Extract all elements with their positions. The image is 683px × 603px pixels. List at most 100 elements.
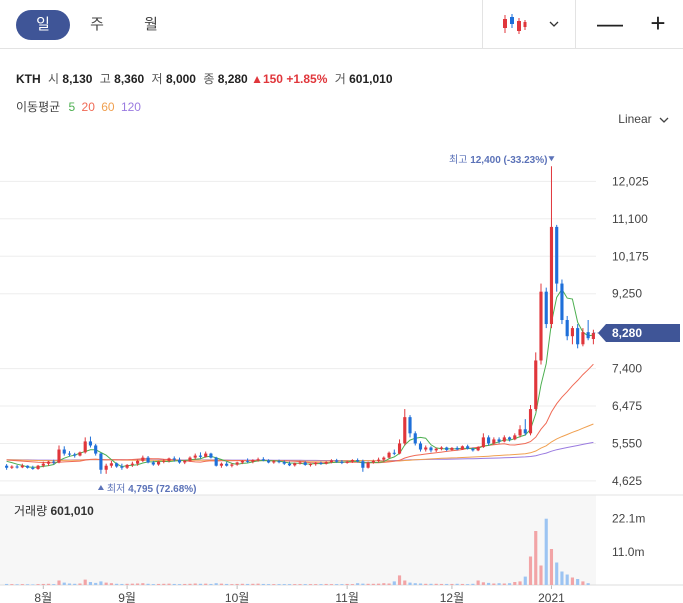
candle-body [382,457,386,460]
volume-bar [246,583,250,585]
volume-bar [251,583,255,585]
volume-bar [277,584,281,585]
candle-body [445,447,449,450]
candlestick-icon [503,14,527,34]
candle-body [356,460,360,462]
candle-body [167,458,171,461]
candle-body [240,460,244,463]
volume-bar [146,583,150,585]
volume-bar [356,583,360,585]
candle-body [230,464,234,466]
volume-bar [67,583,72,585]
price-axis-label: 10,175 [612,249,649,263]
quote-summary: KTH 시 8,130 고 8,360 저 8,000 종 8,280 ▲150… [16,70,393,87]
volume-bar [345,583,349,585]
candle-body [10,466,14,468]
candle-body [183,460,187,463]
candle-body [57,449,61,463]
symbol: KTH [16,72,41,86]
volume-bar [445,583,449,585]
candle-body [471,448,475,451]
price-axis-label: 5,550 [612,436,642,450]
volume-bar [293,584,297,585]
chart-type-selector[interactable] [482,0,576,48]
candle-body [487,437,491,444]
volume-bar [172,583,176,585]
price-axis-label: 4,625 [612,474,642,488]
candle-body [549,226,554,325]
volume-bar [565,574,569,585]
candle-body [560,283,564,320]
tab-monthly[interactable]: 월 [144,16,158,33]
candle-body [225,463,229,466]
volume-panel-value: 601,010 [50,504,94,518]
volume-bar [109,583,113,585]
volume-bar [99,581,103,585]
candle-body [450,447,454,450]
high-annotation-value: 12,400 (-33.23%) [470,155,547,166]
change-value: ▲150 [251,72,283,86]
candle-body [67,453,72,455]
candle-body [303,462,307,465]
volume-bar [455,583,459,585]
open-value: 8,130 [62,72,93,86]
volume-bar [188,583,192,585]
volume-bar [36,584,40,585]
volume-bar [177,584,182,585]
candle-body [20,465,24,468]
candle-body [481,437,485,448]
volume-bar [560,571,564,585]
zoom-out-button[interactable]: — [597,8,623,38]
volume-bar [497,583,501,585]
volume-bar [266,584,271,585]
volume-bar [324,583,328,585]
volume-bar [319,584,323,585]
volume-bar [183,583,187,585]
chevron-down-icon[interactable] [549,20,559,28]
volume-bar [350,584,354,585]
candle-body [523,429,527,434]
candle-body [219,463,223,466]
moving-average-legend[interactable]: 이동평균 5 20 60 120 [16,98,146,115]
tab-weekly[interactable]: 주 [90,16,104,33]
volume-bar [282,584,286,585]
volume-value: 601,010 [349,72,393,86]
volume-bar [576,579,580,585]
volume-bar [136,583,140,585]
x-axis-label: 12월 [440,591,464,603]
volume-bar [335,584,339,585]
candle-body [298,462,302,464]
candle-body [507,437,512,440]
volume-bar [230,584,234,585]
candle-body [418,443,423,450]
low-value: 8,000 [165,72,196,86]
candle-body [151,462,155,465]
volume-bar [141,583,145,585]
ma120-label: 120 [120,100,141,114]
volume-bar [303,584,307,585]
volume-bar [450,583,454,585]
volume-bar [256,583,260,585]
scale-selector[interactable]: Linear [618,112,669,126]
low-marker-icon [97,485,104,491]
candle-body [424,447,428,450]
candle-body [261,459,265,461]
price-chart[interactable]: 12,025 11,100 10,175 9,250 7,400 6,475 5,550 4,… [0,130,683,603]
volume-bar [261,583,265,585]
candle-body [314,462,318,465]
volume-bar [314,584,318,585]
price-axis-label: 11,100 [612,212,648,226]
zoom-in-button[interactable]: + [650,8,666,38]
candle-body [256,459,260,461]
volume-bar [340,584,344,585]
volume-bar [518,581,522,585]
candle-body [476,447,480,451]
volume-bar [523,576,527,585]
volume-bar [104,582,108,585]
x-axis-label: 2021 [538,591,565,603]
price-axis-label: 12,025 [612,174,649,188]
candle-body [434,448,438,451]
volume-bar [225,583,229,585]
volume-bar [329,584,334,585]
tab-daily[interactable]: 일 [16,10,70,40]
